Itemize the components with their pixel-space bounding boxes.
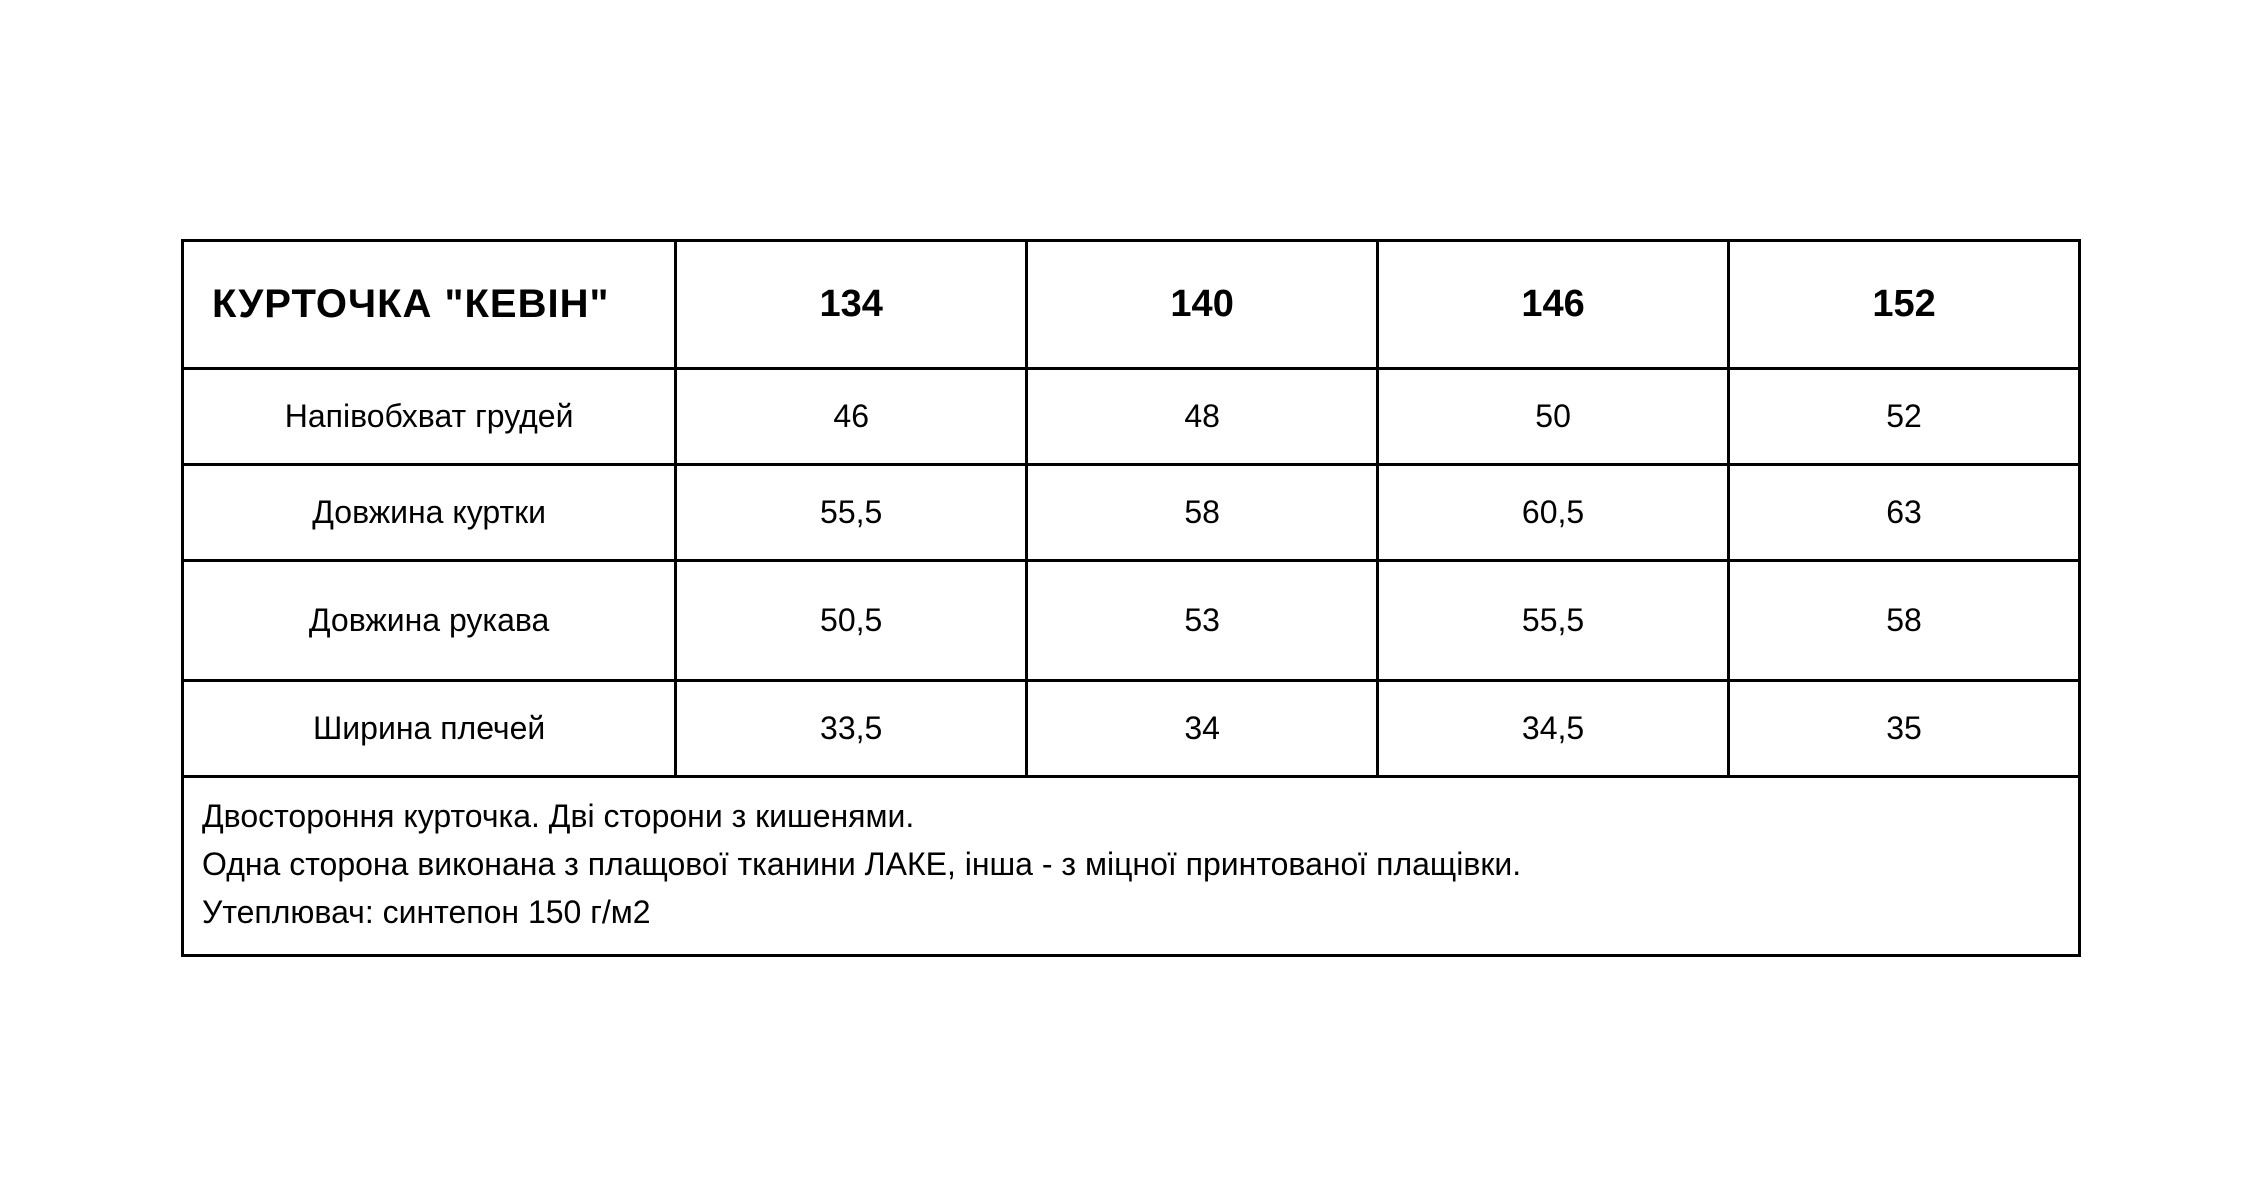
cell-value: 58 (1027, 465, 1378, 561)
table-body: Напівобхват грудей 46 48 50 52 Довжина к… (183, 369, 2080, 956)
cell-value: 46 (676, 369, 1027, 465)
row-label: Ширина плечей (183, 681, 676, 777)
cell-value: 34,5 (1378, 681, 1729, 777)
cell-value: 52 (1729, 369, 2080, 465)
cell-value: 60,5 (1378, 465, 1729, 561)
cell-value: 33,5 (676, 681, 1027, 777)
size-header: 134 (676, 241, 1027, 369)
table-title: КУРТОЧКА "КЕВІН" (183, 241, 676, 369)
row-label: Довжина рукава (183, 561, 676, 681)
cell-value: 34 (1027, 681, 1378, 777)
cell-value: 55,5 (1378, 561, 1729, 681)
footer-line: Двостороння курточка. Дві сторони з кише… (202, 792, 2060, 840)
size-header: 140 (1027, 241, 1378, 369)
cell-value: 55,5 (676, 465, 1027, 561)
row-label: Довжина куртки (183, 465, 676, 561)
table-row: Напівобхват грудей 46 48 50 52 (183, 369, 2080, 465)
footer-line: Одна сторона виконана з плащової тканини… (202, 840, 2060, 888)
size-table: КУРТОЧКА "КЕВІН" 134 140 146 152 Напівоб… (181, 239, 2081, 957)
cell-value: 58 (1729, 561, 2080, 681)
cell-value: 63 (1729, 465, 2080, 561)
table-row: Довжина рукава 50,5 53 55,5 58 (183, 561, 2080, 681)
size-table-container: КУРТОЧКА "КЕВІН" 134 140 146 152 Напівоб… (181, 239, 2081, 957)
footer-line: Утеплювач: синтепон 150 г/м2 (202, 888, 2060, 936)
table-header-row: КУРТОЧКА "КЕВІН" 134 140 146 152 (183, 241, 2080, 369)
cell-value: 50 (1378, 369, 1729, 465)
cell-value: 53 (1027, 561, 1378, 681)
cell-value: 50,5 (676, 561, 1027, 681)
size-header: 146 (1378, 241, 1729, 369)
table-row: Ширина плечей 33,5 34 34,5 35 (183, 681, 2080, 777)
table-row: Довжина куртки 55,5 58 60,5 63 (183, 465, 2080, 561)
row-label: Напівобхват грудей (183, 369, 676, 465)
cell-value: 48 (1027, 369, 1378, 465)
table-footer-row: Двостороння курточка. Дві сторони з кише… (183, 777, 2080, 956)
size-header: 152 (1729, 241, 2080, 369)
cell-value: 35 (1729, 681, 2080, 777)
table-footer-cell: Двостороння курточка. Дві сторони з кише… (183, 777, 2080, 956)
